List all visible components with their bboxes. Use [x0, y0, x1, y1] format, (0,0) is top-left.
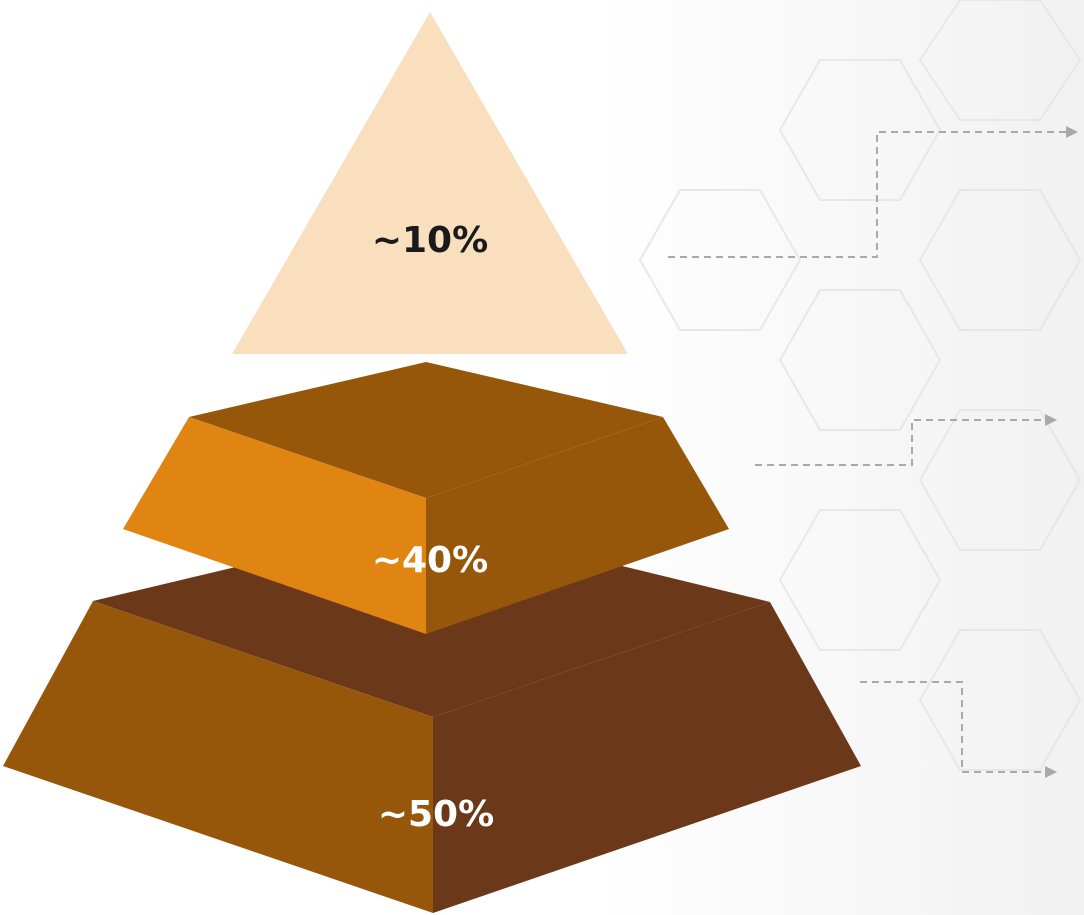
connector-top	[668, 126, 1078, 258]
tier-middle-left-face	[123, 417, 426, 634]
tier-bottom-right-face	[433, 602, 861, 913]
tier-middle-right-face	[426, 417, 729, 634]
tier-top-label: ~10%	[372, 220, 488, 261]
arrow-right-icon	[1045, 414, 1057, 426]
connector-middle	[755, 414, 1057, 466]
hexagon-shape	[918, 189, 1082, 331]
pyramid-tier-middle	[123, 362, 729, 634]
tier-bottom-label: ~50%	[378, 794, 494, 835]
arrow-right-icon	[1066, 126, 1078, 138]
connector-middle-line	[755, 419, 1045, 466]
hexagon-shape	[778, 509, 942, 651]
arrow-right-icon	[1045, 766, 1057, 778]
hexagon-shape	[918, 0, 1082, 121]
tier-middle-label: ~40%	[372, 540, 488, 581]
connector-bottom-line	[860, 681, 1045, 773]
hexagon-shape	[778, 59, 942, 201]
connector-top-line	[668, 131, 1066, 258]
tier-bottom-left-face	[3, 601, 433, 913]
connector-bottom	[860, 681, 1057, 778]
hexagon-shape	[638, 189, 802, 331]
hexagon-shape	[778, 289, 942, 431]
hexagon-background-pattern	[638, 0, 1082, 771]
tier-top-face	[232, 12, 628, 354]
pyramid-tier-top	[232, 12, 628, 354]
hexagon-shape	[918, 409, 1082, 551]
tier-middle-top-face	[189, 362, 663, 498]
hexagon-shape	[918, 629, 1082, 771]
